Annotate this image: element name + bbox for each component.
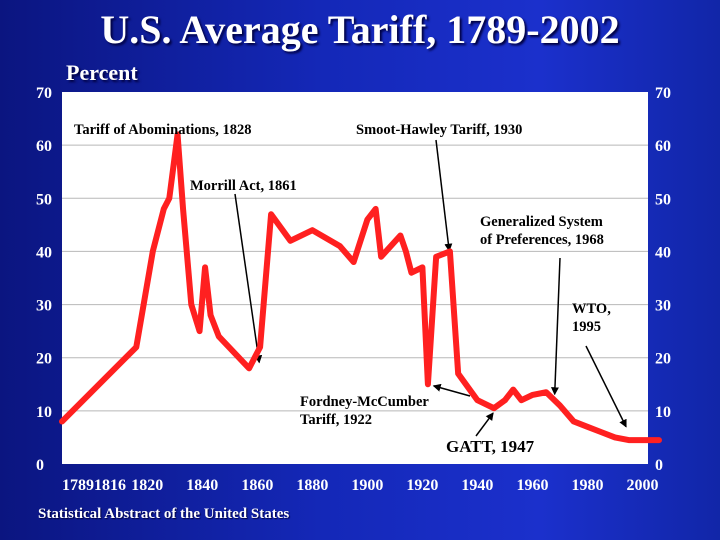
data-point [476,399,478,401]
y-tick-label: 30 [36,298,52,315]
y-tick-label: 30 [655,298,671,315]
y-axis-label: Percent [66,60,138,85]
data-point [559,405,561,407]
y-tick-label: 40 [36,244,52,261]
x-tick-label: 2000 [626,477,658,494]
source-note: Statistical Abstract of the United State… [38,506,290,522]
data-point [218,335,220,337]
annotation-label: GATT, 1947 [446,437,535,456]
x-tick-label: 1789 [62,477,94,494]
y-tick-label: 60 [36,138,52,155]
x-tick-label: 1980 [571,477,603,494]
data-point [457,373,459,375]
y-tick-label: 10 [655,404,671,421]
x-tick-label: 1860 [241,477,273,494]
y-tick-label: 50 [36,191,52,208]
y-tick-label: 20 [655,351,671,368]
data-point [504,399,506,401]
annotation-arrow [234,193,263,364]
slide-title: U.S. Average Tariff, 1789-2002 [100,7,620,52]
annotation-label: WTO, [572,301,611,317]
data-point [366,219,368,221]
data-point [353,261,355,263]
y-tick-label: 20 [36,351,52,368]
y-tick-label: 40 [655,244,671,261]
x-tick-label: 1920 [406,477,438,494]
data-point [375,208,377,210]
data-point [449,250,451,252]
data-point [339,245,341,247]
y-tick-label: 70 [36,85,52,102]
x-tick-label: 1880 [296,477,328,494]
data-point [647,439,649,441]
data-point [135,346,137,348]
annotation-arrow [585,345,627,428]
data-point [493,407,495,409]
data-point [190,304,192,306]
y-tick-label: 70 [655,85,671,102]
data-point [545,391,547,393]
data-point [163,208,165,210]
data-point [435,256,437,258]
y-tick-label: 0 [655,457,663,474]
annotation-arrow [432,383,471,397]
data-point [182,208,184,210]
annotation-arrow [475,412,494,437]
annotation-label: 1995 [572,319,601,335]
data-point [628,439,630,441]
x-tick-label: 1960 [516,477,548,494]
data-point [421,266,423,268]
data-point [614,436,616,438]
data-point [61,420,63,422]
x-tick-label: 1840 [186,477,218,494]
plot-area [62,92,648,464]
data-point [658,439,660,441]
data-point [168,197,170,199]
annotation-label: Tariff of Abominations, 1828 [74,122,252,138]
y-tick-label: 60 [655,138,671,155]
annotation-label: Smoot-Hawley Tariff, 1930 [356,122,522,138]
annotation-label: Fordney-McCumber [300,394,429,410]
data-point [152,250,154,252]
x-tick-label: 1940 [461,477,493,494]
data-point [399,234,401,236]
x-tick-label: 1820 [131,477,163,494]
annotation-arrow [435,139,453,252]
data-point [259,346,261,348]
y-tick-label: 10 [36,404,52,421]
data-point [586,426,588,428]
data-point [210,314,212,316]
x-tick-label: 1816 [94,477,126,494]
data-point [405,250,407,252]
data-point [248,367,250,369]
data-point [410,272,412,274]
x-tick-label: 1900 [351,477,383,494]
annotation-label: of Preferences, 1968 [480,232,604,248]
data-point [600,431,602,433]
y-tick-label: 50 [655,191,671,208]
annotation-label: Generalized System [480,214,603,230]
data-point [270,213,272,215]
data-point [573,420,575,422]
annotation-label: Morrill Act, 1861 [190,178,297,194]
data-point [427,383,429,385]
annotation-arrow [550,257,561,396]
data-point [199,330,201,332]
data-point [311,229,313,231]
data-point [520,399,522,401]
data-point [531,394,533,396]
data-point [204,266,206,268]
annotation-label: Tariff, 1922 [300,412,372,428]
data-point [177,134,179,136]
y-tick-label: 0 [36,457,44,474]
data-point [380,256,382,258]
data-point [289,240,291,242]
data-point [512,389,514,391]
